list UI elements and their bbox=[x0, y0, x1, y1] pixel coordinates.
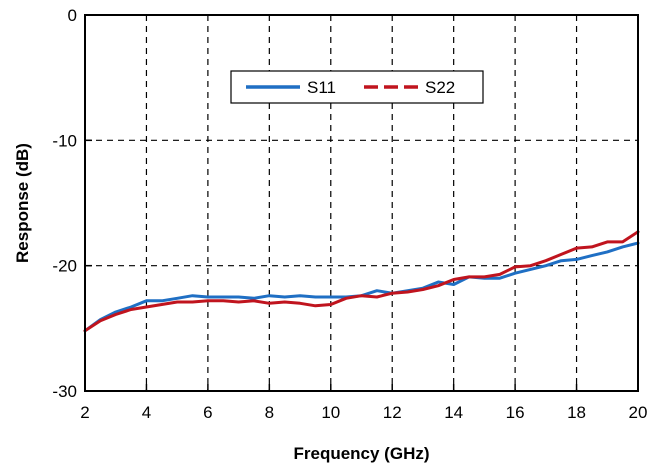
x-tick-label-2: 6 bbox=[203, 403, 212, 422]
y-axis-title: Response (dB) bbox=[13, 143, 32, 263]
x-tick-label-4: 10 bbox=[321, 403, 340, 422]
x-tick-label-8: 18 bbox=[567, 403, 586, 422]
legend: S11 S22 bbox=[230, 70, 484, 104]
y-tick-label-2: -10 bbox=[52, 131, 77, 150]
x-tick-label-5: 12 bbox=[383, 403, 402, 422]
y-tick-label-1: -20 bbox=[52, 257, 77, 276]
x-axis-title: Frequency (GHz) bbox=[293, 444, 429, 463]
legend-label-s11: S11 bbox=[307, 78, 336, 97]
grid-layer bbox=[85, 15, 638, 391]
x-tick-label-9: 20 bbox=[629, 403, 648, 422]
tick-layer: 2 4 6 8 10 12 14 16 18 20 -30 -20 -10 0 bbox=[52, 6, 647, 422]
x-tick-label-0: 2 bbox=[80, 403, 89, 422]
plot-frame bbox=[84, 14, 639, 392]
series-line-s22 bbox=[83, 230, 640, 333]
x-tick-label-6: 14 bbox=[444, 403, 463, 422]
y-tick-label-0: -30 bbox=[52, 382, 77, 401]
legend-label-s22: S22 bbox=[425, 78, 455, 97]
x-tick-label-1: 4 bbox=[142, 403, 151, 422]
x-tick-label-3: 8 bbox=[265, 403, 274, 422]
y-tick-label-3: 0 bbox=[68, 6, 77, 25]
x-tick-label-7: 16 bbox=[506, 403, 525, 422]
series-layer bbox=[83, 230, 640, 333]
